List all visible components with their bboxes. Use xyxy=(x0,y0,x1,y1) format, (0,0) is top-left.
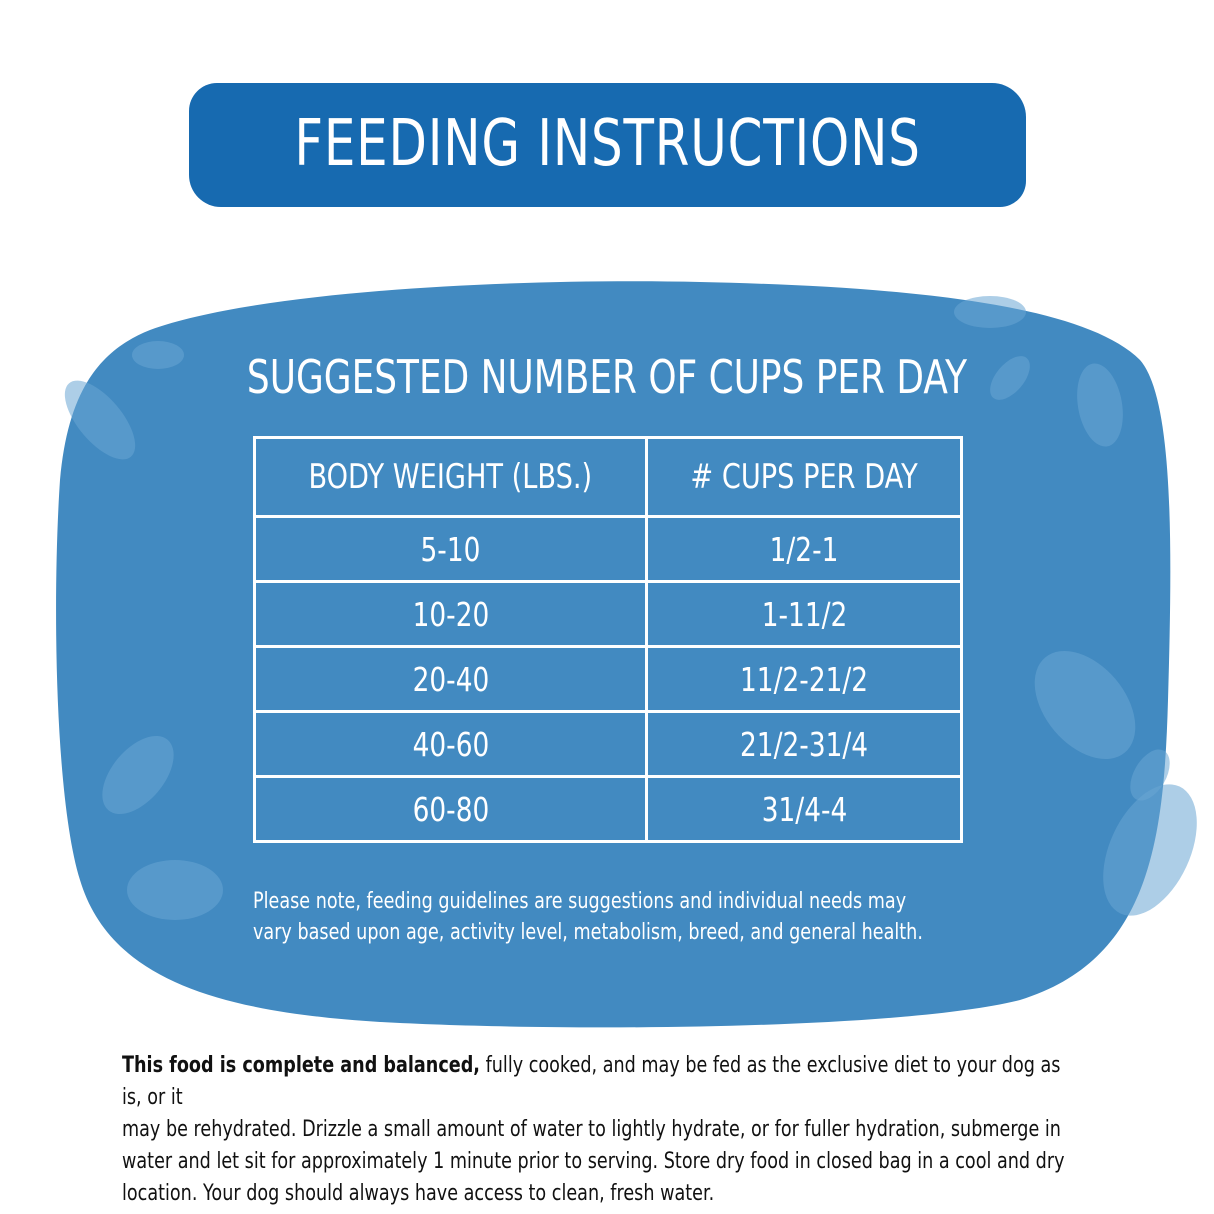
weight-cell: 10-20 xyxy=(252,580,649,648)
page-title: FEEDING INSTRUCTIONS xyxy=(294,107,921,181)
weight-cell: 60-80 xyxy=(252,775,649,843)
feeding-note: Please note, feeding guidelines are sugg… xyxy=(253,886,923,948)
note-line: Please note, feeding guidelines are sugg… xyxy=(253,889,907,914)
title-banner: FEEDING INSTRUCTIONS xyxy=(189,83,1026,207)
footer-line-text: fully cooked, and may be fed as the excl… xyxy=(122,1053,1061,1110)
weight-value: 10-20 xyxy=(412,594,489,634)
feeding-table: BODY WEIGHT (LBS.) # CUPS PER DAY 5-10 1… xyxy=(252,436,963,843)
cups-value: 11/2-21/2 xyxy=(739,659,869,699)
header-label: # CUPS PER DAY xyxy=(690,457,918,497)
footer-line: water and let sit for approximately 1 mi… xyxy=(122,1149,1065,1174)
weight-cell: 5-10 xyxy=(252,515,649,583)
footer-line: This food is complete and balanced, full… xyxy=(122,1050,1066,1114)
cups-cell: 1-11/2 xyxy=(645,580,963,648)
weight-value: 40-60 xyxy=(412,724,489,764)
cups-cell: 11/2-21/2 xyxy=(645,645,963,713)
note-line: vary based upon age, activity level, met… xyxy=(253,920,923,945)
cups-value: 1/2-1 xyxy=(769,529,839,569)
table-row: 20-40 11/2-21/2 xyxy=(252,645,963,713)
weight-value: 20-40 xyxy=(412,659,489,699)
cups-value: 31/4-4 xyxy=(761,789,847,829)
header-cups-per-day: # CUPS PER DAY xyxy=(645,436,963,518)
table-header-row: BODY WEIGHT (LBS.) # CUPS PER DAY xyxy=(252,436,963,518)
header-body-weight: BODY WEIGHT (LBS.) xyxy=(252,436,649,518)
footer-line: may be rehydrated. Drizzle a small amoun… xyxy=(122,1117,1061,1142)
weight-value: 5-10 xyxy=(420,529,481,569)
weight-cell: 20-40 xyxy=(252,645,649,713)
footer-line: location. Your dog should always have ac… xyxy=(122,1181,715,1206)
cups-cell: 21/2-31/4 xyxy=(645,710,963,778)
table-row: 40-60 21/2-31/4 xyxy=(252,710,963,778)
header-label: BODY WEIGHT (LBS.) xyxy=(308,457,593,497)
weight-value: 60-80 xyxy=(412,789,489,829)
footer-text: This food is complete and balanced, full… xyxy=(122,1050,1066,1210)
table-row: 10-20 1-11/2 xyxy=(252,580,963,648)
weight-cell: 40-60 xyxy=(252,710,649,778)
cups-value: 1-11/2 xyxy=(761,594,847,634)
table-row: 60-80 31/4-4 xyxy=(252,775,963,843)
cups-cell: 31/4-4 xyxy=(645,775,963,843)
footer-bold-lead: This food is complete and balanced, xyxy=(122,1053,480,1078)
cups-value: 21/2-31/4 xyxy=(739,724,869,764)
table-subtitle: SUGGESTED NUMBER OF CUPS PER DAY xyxy=(246,350,968,404)
table-row: 5-10 1/2-1 xyxy=(252,515,963,583)
cups-cell: 1/2-1 xyxy=(645,515,963,583)
